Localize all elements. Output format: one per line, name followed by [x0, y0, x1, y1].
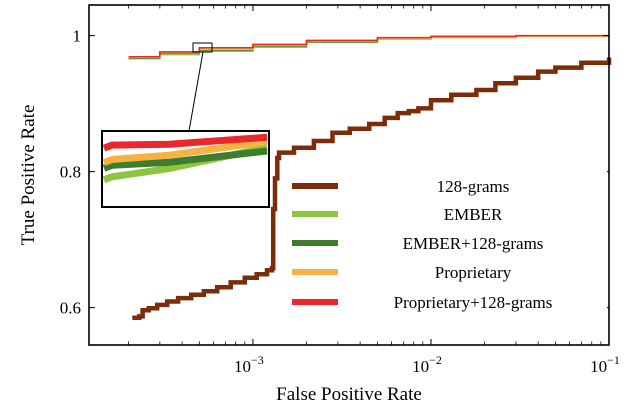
inset-line-ember-128-grams	[102, 147, 268, 172]
inset-line-proprietary-128-grams	[102, 133, 268, 152]
ticks-layer: 0.6 0.8 1 10−3 10−2 10−1	[60, 5, 620, 376]
y-axis-label: True Positive Rate	[18, 105, 39, 246]
x-axis-label: False Positive Rate	[276, 384, 422, 405]
y-tick-label: 0.8	[60, 163, 81, 182]
legend-label: 128-grams	[437, 177, 510, 196]
inset-line-proprietary	[102, 138, 268, 166]
legend-background	[285, 170, 607, 330]
y-tick-label: 0.6	[60, 299, 81, 318]
series-line-proprietary	[128, 35, 610, 59]
legend-label: Proprietary	[435, 263, 512, 282]
x-tick-label: 10−3	[234, 353, 264, 376]
zoom-indicator	[101, 42, 270, 208]
x-tick-label: 10−2	[412, 353, 442, 376]
legend-label: Proprietary+128-grams	[394, 293, 553, 312]
legend: 128-grams EMBER EMBER+128-grams Proprietary…	[285, 170, 607, 330]
series-line-proprietary-128-grams	[128, 34, 609, 58]
y-tick-label: 1	[73, 27, 82, 46]
x-tick-label: 10−1	[590, 353, 620, 376]
series-line-ember-128-grams	[128, 35, 610, 59]
series-line-128-grams	[132, 57, 612, 321]
series-layer	[128, 34, 612, 321]
legend-label: EMBER	[444, 205, 503, 224]
plot-frame	[88, 4, 610, 346]
legend-label: EMBER+128-grams	[403, 234, 544, 253]
zoom-connector-line	[188, 51, 204, 132]
